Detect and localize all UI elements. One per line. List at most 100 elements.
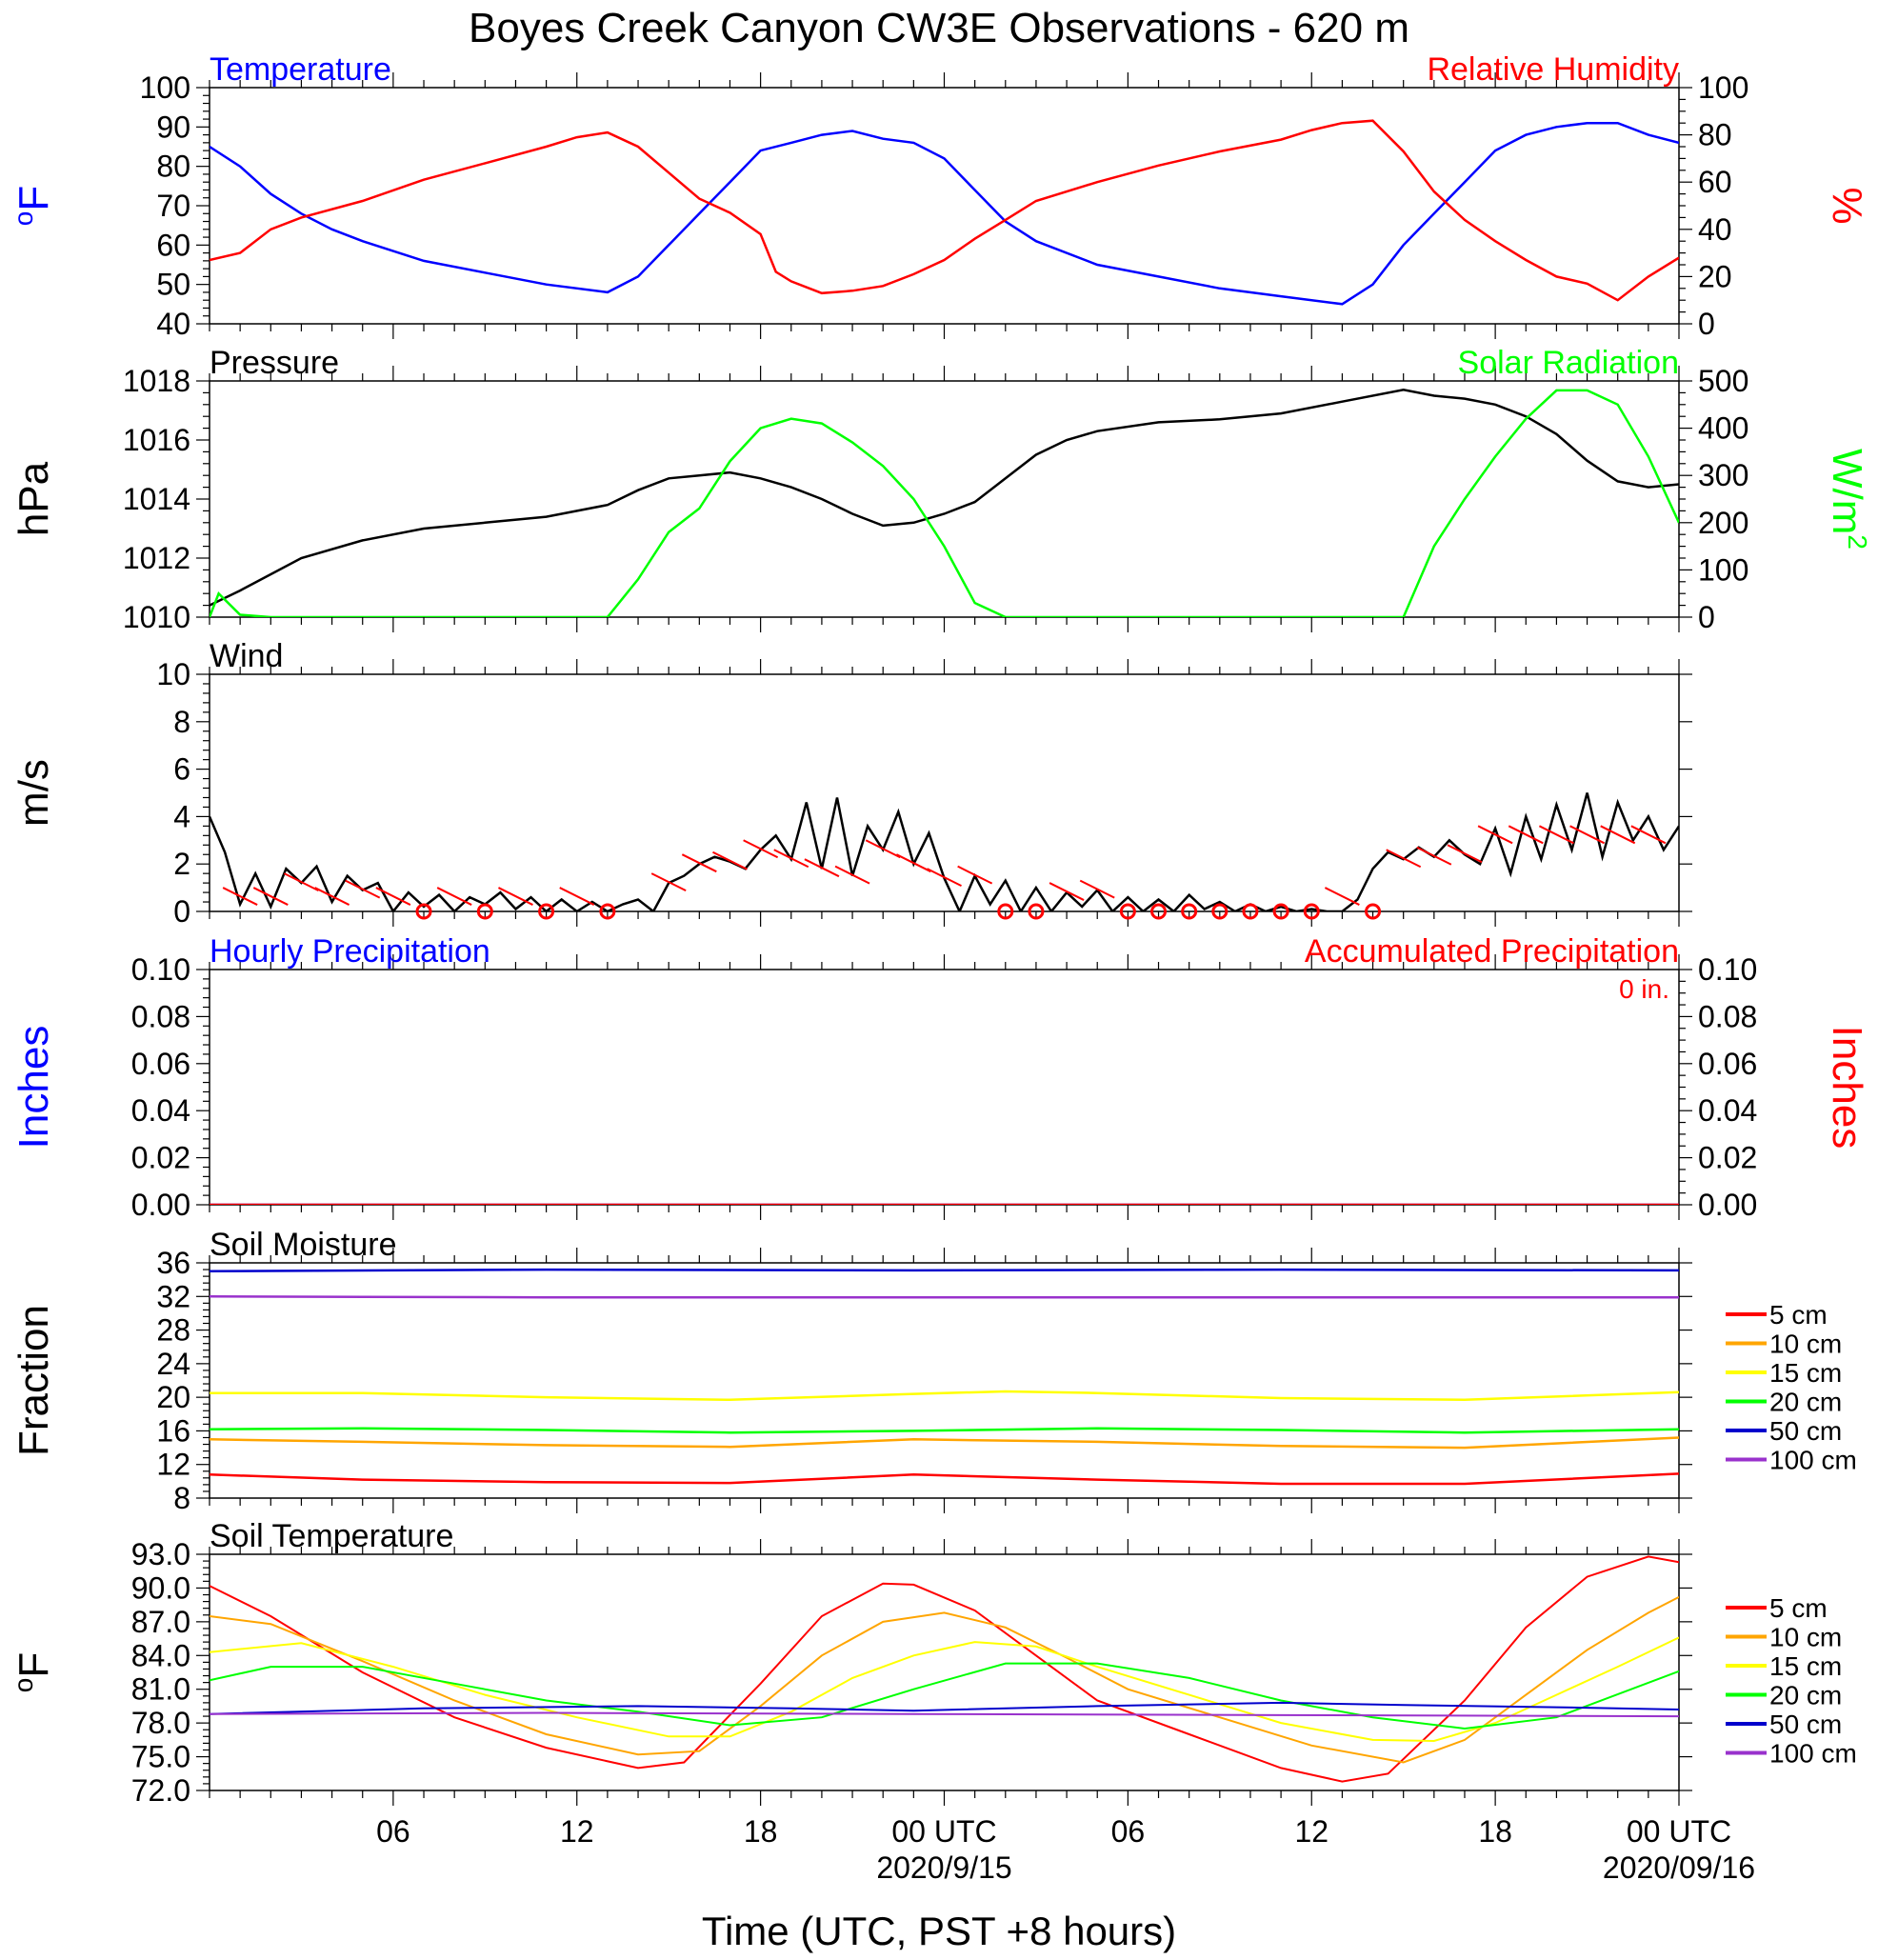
wind-barb bbox=[252, 887, 289, 906]
wind-barb bbox=[773, 849, 809, 869]
wind-barb-calm bbox=[538, 903, 555, 920]
legend-label: 50 cm bbox=[1769, 1710, 1842, 1739]
y-tick-label-left: 28 bbox=[156, 1313, 190, 1348]
series-line-5-cm bbox=[210, 1472, 1679, 1486]
y-tick-label-right: 0.08 bbox=[1698, 999, 1757, 1033]
y-tick-label-left: 90 bbox=[156, 110, 190, 144]
legend-label: 100 cm bbox=[1769, 1446, 1857, 1475]
x-tick-label: 18 bbox=[744, 1814, 778, 1849]
y-tick-label-right: 500 bbox=[1698, 364, 1748, 398]
wind-barb bbox=[283, 872, 319, 892]
y-axis-label-left: oF bbox=[9, 186, 57, 226]
wind-barb-calm bbox=[1272, 903, 1289, 920]
legend-label: 15 cm bbox=[1769, 1651, 1842, 1681]
x-axis-label: Time (UTC, PST +8 hours) bbox=[702, 1909, 1176, 1953]
panel-frame bbox=[209, 1553, 1680, 1791]
panel-pressure_solar: 1018 1016 1014 1012 1010 500 400 300 200 100 0 Pres… bbox=[10, 345, 1872, 634]
series-line-50-cm bbox=[210, 1701, 1679, 1715]
y-tick-label-left: 0.10 bbox=[131, 952, 190, 987]
series-line-temperature bbox=[210, 121, 1679, 306]
series-line-5-cm bbox=[210, 1555, 1679, 1783]
wind-barb-calm bbox=[1181, 903, 1198, 920]
y-tick-label-left: 0 bbox=[173, 894, 190, 929]
y-axis-label-right: % bbox=[1824, 187, 1870, 224]
wind-barb-calm bbox=[997, 903, 1014, 920]
wind-barb-calm bbox=[1303, 903, 1320, 920]
legend-label: 15 cm bbox=[1769, 1358, 1842, 1388]
wind-barb bbox=[834, 865, 870, 885]
wind-barb bbox=[436, 887, 472, 906]
y-tick-label-left: 1018 bbox=[123, 364, 190, 398]
wind-barb bbox=[498, 887, 533, 906]
y-tick-label-right: 0 bbox=[1698, 600, 1715, 634]
y-tick-label-left: 0.06 bbox=[131, 1047, 190, 1081]
y-axis-label-left: hPa bbox=[10, 461, 57, 536]
y-tick-label-left: 20 bbox=[156, 1380, 190, 1414]
legend-label: 20 cm bbox=[1769, 1681, 1842, 1710]
y-tick-label-right: 0 bbox=[1698, 307, 1715, 341]
x-tick-label: 00 UTC bbox=[1627, 1814, 1731, 1849]
y-tick-label-left: 0.04 bbox=[131, 1093, 190, 1128]
y-tick-label-left: 87.0 bbox=[131, 1605, 190, 1639]
wind-barb bbox=[559, 887, 595, 906]
y-tick-label-right: 400 bbox=[1698, 411, 1748, 446]
panel-title-left: Hourly Precipitation bbox=[210, 933, 490, 970]
wind-barb bbox=[375, 887, 411, 906]
y-tick-label-left: 84.0 bbox=[131, 1638, 190, 1672]
wind-barb-calm bbox=[415, 903, 432, 920]
panel-soil_temperature: 93.090.087.084.081.078.075.072.0 Soil Tem… bbox=[9, 1518, 1857, 1808]
x-tick-label: 18 bbox=[1478, 1814, 1512, 1849]
series-line-15-cm bbox=[210, 1390, 1679, 1402]
wind-barb-calm bbox=[1150, 903, 1168, 920]
y-tick-label-left: 24 bbox=[156, 1347, 190, 1381]
wind-barb bbox=[222, 887, 258, 906]
wind-barb bbox=[1477, 825, 1513, 845]
y-tick-label-right: 0.04 bbox=[1698, 1093, 1757, 1128]
panel-precip: 0.10 0.08 0.06 0.04 0.02 0.00 0.10 0.08 0.06 0.04… bbox=[10, 933, 1870, 1222]
panel-title-right: Accumulated Precipitation bbox=[1305, 933, 1679, 970]
y-tick-label-left: 40 bbox=[156, 307, 190, 341]
y-tick-label-right: 40 bbox=[1698, 212, 1732, 247]
x-tick-label: 06 bbox=[376, 1814, 410, 1849]
y-tick-label-left: 78.0 bbox=[131, 1706, 190, 1740]
y-tick-label-left: 12 bbox=[156, 1448, 190, 1482]
y-tick-label-left: 100 bbox=[140, 70, 190, 105]
series-line-15-cm bbox=[210, 1636, 1679, 1743]
y-tick-label-left: 80 bbox=[156, 150, 190, 184]
panel-frame bbox=[209, 969, 1680, 1206]
panel-wind: 10 8 6 4 2 0 Wind m/s bbox=[10, 638, 1692, 929]
wind-barb bbox=[1447, 844, 1483, 864]
legend-label: 50 cm bbox=[1769, 1416, 1842, 1446]
y-tick-label-left: 32 bbox=[156, 1279, 190, 1313]
legend-label: 100 cm bbox=[1769, 1739, 1857, 1769]
y-tick-label-left: 2 bbox=[173, 847, 190, 881]
wind-barb bbox=[1538, 825, 1574, 845]
wind-barb bbox=[681, 853, 717, 873]
y-tick-label-right: 0.00 bbox=[1698, 1188, 1757, 1222]
y-tick-label-left: 10 bbox=[156, 657, 190, 691]
y-tick-label-left: 8 bbox=[173, 705, 190, 739]
y-tick-label-right: 80 bbox=[1698, 118, 1732, 152]
legend-label: 20 cm bbox=[1769, 1388, 1842, 1417]
series-line-10-cm bbox=[210, 1596, 1679, 1764]
wind-barb-calm bbox=[1365, 903, 1382, 920]
wind-barb bbox=[345, 879, 381, 899]
wind-barb bbox=[712, 850, 748, 870]
y-tick-label-left: 90.0 bbox=[131, 1570, 190, 1605]
panel-temp_rh: 100 90 80 70 60 50 40 100 80 60 40 20 0 Temperature Re… bbox=[9, 51, 1870, 341]
wind-barb-calm bbox=[599, 903, 616, 920]
y-tick-label-left: 75.0 bbox=[131, 1740, 190, 1774]
y-tick-label-left: 72.0 bbox=[131, 1773, 190, 1808]
y-axis-label-left: oF bbox=[9, 1652, 57, 1692]
y-tick-label-right: 0.02 bbox=[1698, 1141, 1757, 1175]
series-line-100-cm bbox=[210, 1295, 1679, 1299]
series-line-solar-radiation bbox=[210, 389, 1679, 617]
legend-label: 5 cm bbox=[1769, 1593, 1828, 1623]
wind-barb-calm bbox=[1119, 903, 1136, 920]
y-tick-label-left: 0.02 bbox=[131, 1141, 190, 1175]
y-axis-label-right: W/m2 bbox=[1824, 449, 1872, 550]
y-tick-label-left: 1014 bbox=[123, 482, 190, 516]
